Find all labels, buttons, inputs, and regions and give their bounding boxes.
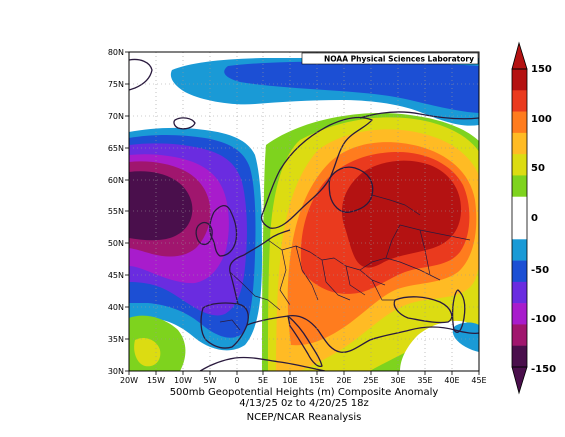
lat-label: 55N: [108, 207, 124, 216]
colorbar-frame: [511, 68, 528, 368]
colorbar-label: 0: [531, 213, 538, 224]
colorbar-segment: [512, 303, 527, 325]
borders-eastern: [371, 194, 471, 276]
credit-text: NOAA Physical Sciences Laboratory: [324, 55, 474, 64]
lon-label: 15E: [309, 376, 324, 385]
lon-label: 10W: [174, 376, 192, 385]
credit-box: NOAA Physical Sciences Laboratory: [301, 52, 479, 65]
lon-label: 25E: [363, 376, 378, 385]
coast-greenland-iceland: [129, 58, 196, 130]
arctic-negative-band: [170, 57, 479, 126]
lat-label: 45N: [108, 271, 124, 280]
lon-label: 0: [234, 376, 239, 385]
colorbar-segment: [512, 154, 527, 176]
colorbar-segment: [512, 111, 527, 134]
colorbar-segment: [512, 345, 527, 368]
caption-line-2: 4/13/25 0z to 4/20/25 18z: [239, 398, 369, 409]
colorbar-segment: [512, 69, 527, 91]
lon-label: 45E: [471, 376, 486, 385]
colorbar-bottom-arrow: [511, 366, 528, 395]
coast-scandinavia: [260, 116, 373, 229]
se-patch-minus-20: [452, 322, 479, 352]
colorbar-label: 150: [531, 64, 552, 75]
colorbar-segment: [512, 90, 527, 112]
caption-line-3: NCEP/NCAR Reanalysis: [246, 412, 362, 423]
coast-africa-north: [199, 356, 326, 371]
coast-france-lowlands: [229, 229, 291, 305]
coastlines-borders: [129, 58, 479, 371]
coast-ireland: [195, 221, 213, 246]
coast-iberia: [200, 302, 249, 349]
lon-label: 20W: [120, 376, 138, 385]
colorbar-top-arrow: [511, 41, 528, 70]
negative-anomaly-region: [129, 127, 262, 351]
colorbar: 150 100 50 0 -50 -100 -150: [511, 41, 556, 395]
lat-label: 60N: [108, 176, 124, 185]
colorbar-segment: [512, 132, 527, 155]
colorbar-segment: [512, 324, 527, 347]
lon-label: 40E: [444, 376, 459, 385]
contour-120: [342, 160, 462, 268]
lon-label: 30E: [390, 376, 405, 385]
colorbar-segment: [512, 218, 527, 240]
latitude-labels: 80N 75N 70N 65N 60N 55N 50N 45N 40N 35N …: [108, 48, 124, 376]
positive-anomaly-region: [262, 113, 479, 371]
lat-label: 65N: [108, 144, 124, 153]
lon-label: 10E: [282, 376, 297, 385]
coast-caspian: [451, 289, 466, 333]
axis-ticks: [125, 51, 480, 375]
lon-label: 35E: [417, 376, 432, 385]
lon-label: 5W: [204, 376, 217, 385]
lat-label: 75N: [108, 80, 124, 89]
coast-britain: [209, 205, 238, 257]
colorbar-label: 50: [531, 163, 545, 174]
anomaly-contour-fill: [129, 57, 479, 371]
lat-label: 70N: [108, 112, 124, 121]
contour-minus-120: [129, 171, 193, 241]
lat-label: 50N: [108, 239, 124, 248]
map-frame: [128, 51, 480, 372]
colorbar-segment: [512, 260, 527, 283]
caption-line-1: 500mb Geopotential Heights (m) Composite…: [169, 387, 439, 398]
colorbar-label: -50: [531, 265, 549, 276]
lat-label: 35N: [108, 335, 124, 344]
lon-label: 15W: [147, 376, 165, 385]
coast-mediterranean-north: [246, 314, 479, 353]
lat-label: 80N: [108, 48, 124, 57]
sw-patch-plus-40: [134, 338, 161, 367]
small-anomaly-patches: [129, 315, 479, 371]
colorbar-segment: [512, 281, 527, 304]
lon-label: 20E: [336, 376, 351, 385]
colorbar-label: 100: [531, 114, 552, 125]
borders-west: [219, 271, 281, 331]
coast-black-sea: [393, 296, 453, 324]
colorbar-segment: [512, 196, 527, 219]
colorbar-label: -150: [531, 364, 556, 375]
coast-finland-baltic: [328, 166, 374, 213]
lat-label: 30N: [108, 367, 124, 376]
coast-arctic-north: [359, 111, 479, 120]
credit-box-frame: [301, 52, 479, 65]
lon-label: 5E: [258, 376, 268, 385]
colorbar-segment: [512, 239, 527, 261]
lat-label: 40N: [108, 303, 124, 312]
arctic-band-minus-40: [224, 61, 479, 113]
colorbar-segments: [512, 69, 527, 368]
coast-italy: [287, 315, 323, 368]
longitude-labels: 20W 15W 10W 5W 0 5E 10E 15E 20E 25E 30E …: [120, 376, 487, 385]
borders-central-europe: [267, 224, 441, 306]
colorbar-segment: [512, 175, 527, 198]
colorbar-label: -100: [531, 314, 556, 325]
